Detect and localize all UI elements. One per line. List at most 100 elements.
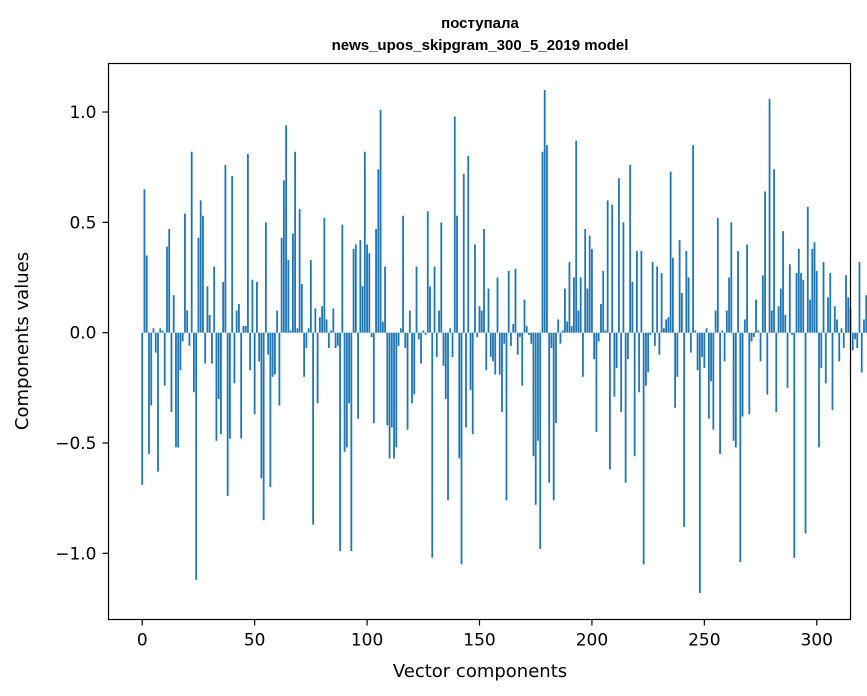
bar [588,235,591,333]
bar [220,332,222,435]
bar [595,332,598,432]
bar [829,273,832,333]
bar [460,332,463,565]
bar [345,332,348,448]
bar [202,215,204,333]
bar [375,228,377,333]
bar [573,277,575,333]
bar [195,332,198,580]
bar [600,303,602,333]
bar [478,306,481,333]
bar [480,310,483,333]
bar [638,332,641,393]
bar [431,332,434,558]
bar [516,332,519,355]
bar [746,244,748,333]
bar [568,262,571,333]
y-tick-label: −0.5 [55,434,96,454]
bar [777,306,780,333]
bar [723,332,726,362]
bar [566,321,569,333]
bar [773,169,775,333]
bar [294,151,297,333]
bar [370,332,373,338]
bar [222,281,225,333]
bar [330,330,332,333]
bar [833,306,836,333]
bar [714,310,717,333]
bar [584,228,587,333]
bar [287,259,290,333]
bar [359,240,362,333]
bar [721,330,724,333]
bar [453,116,456,333]
bar [141,332,144,485]
bar [752,332,755,338]
bar [550,332,553,349]
bar [406,332,409,430]
bar [438,310,440,333]
bar [213,266,216,333]
bar [498,332,501,375]
bar [507,270,510,333]
bar [298,209,301,333]
bar [368,253,371,333]
bar [575,140,578,333]
bar [586,288,589,333]
bar [186,310,189,333]
bar [487,288,490,333]
bar [440,222,443,333]
bar [683,332,686,527]
bar [188,332,191,346]
x-tick-label: 300 [801,631,833,651]
bar [755,299,757,333]
bar [591,248,593,333]
bar [501,332,503,413]
bar [208,315,211,333]
bar [166,246,168,333]
bar [323,217,326,333]
bar [809,299,811,333]
bar [249,332,252,371]
bar [238,303,240,333]
bar [782,231,784,333]
bar [332,308,335,333]
bar [644,332,647,386]
bar [656,266,659,333]
bar [379,109,382,333]
bar [505,332,508,501]
bar [640,251,643,333]
bar [303,332,306,377]
bar [363,151,366,333]
bar [593,332,596,360]
bar [856,332,859,349]
bar [847,297,850,333]
bar [629,164,632,333]
bar [606,200,609,333]
bar [305,332,308,349]
bar [217,332,220,399]
bar [357,332,359,419]
bar [757,330,760,333]
bar [271,332,274,377]
bar [820,332,823,368]
bar [660,273,663,333]
bar [703,332,706,368]
bar [366,244,368,333]
bar [489,332,492,357]
bar [314,308,317,333]
bar [339,332,341,552]
bar [858,262,861,333]
bar [840,328,843,333]
bar [485,332,488,371]
bar [552,332,555,501]
bar [447,332,449,501]
bar [611,204,614,333]
bar [381,321,384,333]
bar [689,332,692,353]
bar [291,233,294,333]
bar [267,332,270,355]
bar [618,178,620,333]
bar [179,332,182,371]
bar [764,191,766,333]
